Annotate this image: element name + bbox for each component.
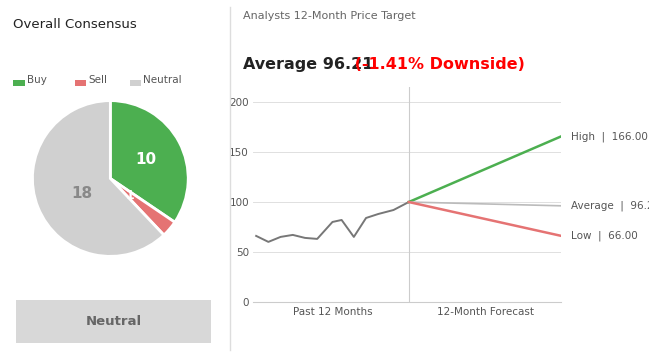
Text: Neutral: Neutral — [143, 75, 182, 85]
Wedge shape — [32, 101, 164, 256]
Wedge shape — [110, 178, 175, 235]
Text: Buy: Buy — [27, 75, 47, 85]
Text: 1: 1 — [126, 189, 135, 202]
Text: (-1.41% Downside): (-1.41% Downside) — [349, 57, 525, 72]
FancyBboxPatch shape — [1, 296, 227, 346]
Text: 18: 18 — [71, 186, 93, 201]
Text: Average 96.21: Average 96.21 — [243, 57, 374, 72]
Text: Average  |  96.21: Average | 96.21 — [570, 201, 649, 211]
Text: 10: 10 — [136, 152, 156, 167]
Wedge shape — [110, 101, 188, 222]
Text: Neutral: Neutral — [86, 315, 141, 328]
Text: Low  |  66.00: Low | 66.00 — [570, 231, 637, 241]
Text: Sell: Sell — [88, 75, 107, 85]
Text: High  |  166.00: High | 166.00 — [570, 131, 648, 141]
Text: Analysts 12-Month Price Target: Analysts 12-Month Price Target — [243, 11, 416, 21]
Text: Overall Consensus: Overall Consensus — [13, 18, 137, 31]
